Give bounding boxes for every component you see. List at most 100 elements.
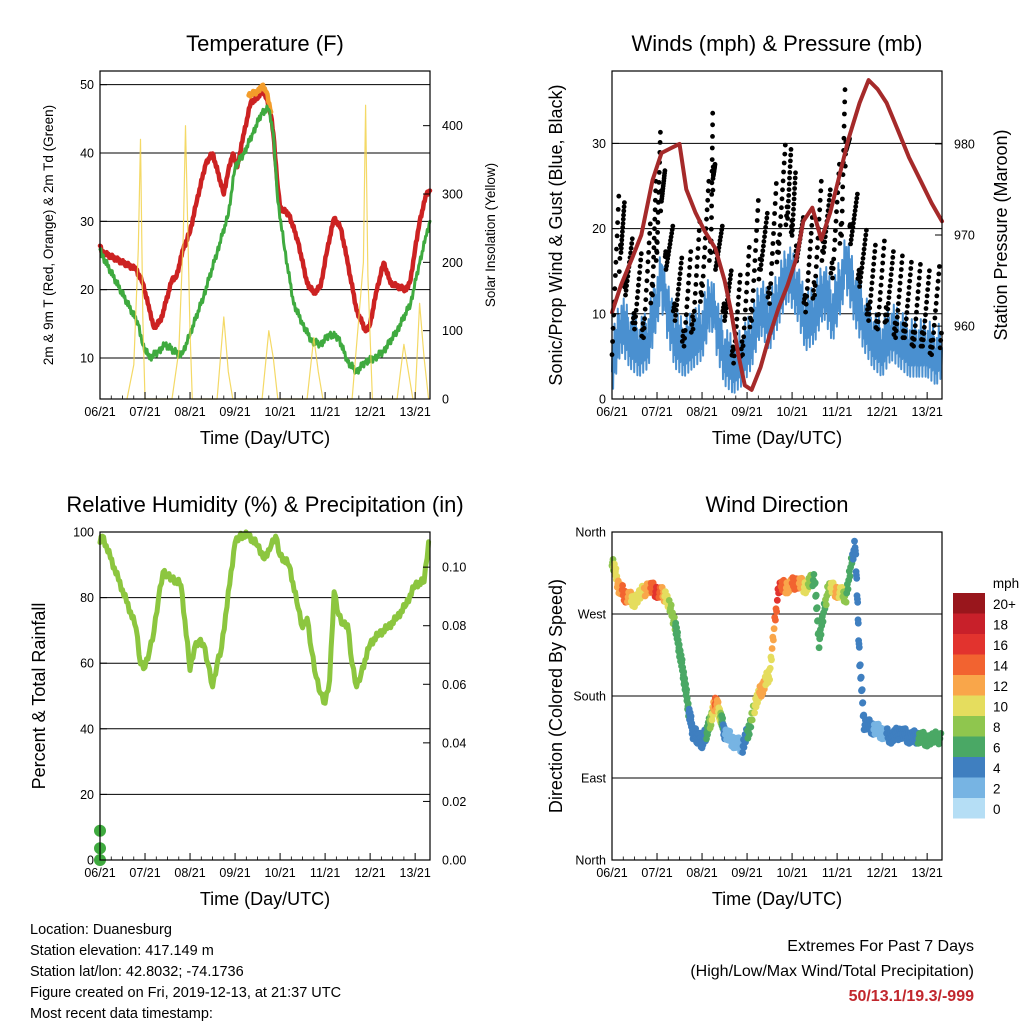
gust-point bbox=[787, 164, 793, 170]
gust-point bbox=[636, 282, 641, 288]
gust-point bbox=[889, 266, 895, 272]
x-tick-label: 09/21 bbox=[219, 866, 250, 880]
gust-point bbox=[792, 180, 798, 186]
gust-point bbox=[737, 272, 743, 278]
x-tick-label: 07/21 bbox=[641, 866, 672, 880]
y-tick-label: 0 bbox=[87, 854, 94, 868]
x-tick-label: 10/21 bbox=[776, 866, 807, 880]
gust-point bbox=[740, 343, 746, 349]
gust-point bbox=[934, 293, 940, 299]
direction-point bbox=[683, 686, 690, 693]
gust-point bbox=[773, 181, 779, 186]
gust-point bbox=[655, 220, 661, 225]
gust-point bbox=[851, 216, 857, 222]
gust-point bbox=[885, 306, 891, 312]
gust-point bbox=[754, 228, 759, 233]
gust-point bbox=[806, 270, 811, 276]
gust-point bbox=[613, 273, 618, 278]
gust-point bbox=[728, 268, 734, 274]
y-tick-label: 50 bbox=[80, 78, 94, 92]
2m-td-series bbox=[98, 104, 432, 375]
gust-point bbox=[862, 242, 868, 247]
gust-point bbox=[894, 321, 900, 327]
gust-point bbox=[621, 204, 627, 210]
x-tick-label: 09/21 bbox=[219, 405, 250, 419]
gust-point bbox=[701, 254, 707, 260]
gust-point bbox=[736, 287, 742, 293]
gust-point bbox=[898, 267, 904, 272]
gust-point bbox=[855, 191, 860, 197]
y2-axis-label: Station Pressure (Maroon) bbox=[991, 129, 1011, 340]
gust-point bbox=[893, 328, 899, 334]
gust-point bbox=[937, 264, 942, 269]
gust-point bbox=[881, 245, 887, 251]
gust-point bbox=[763, 220, 769, 226]
gust-point bbox=[875, 326, 880, 332]
gust-point bbox=[767, 301, 772, 306]
gust-point bbox=[817, 207, 823, 213]
gust-point bbox=[877, 297, 883, 303]
gust-point bbox=[842, 111, 847, 117]
gust-point bbox=[834, 209, 839, 215]
x-tick-label: 09/21 bbox=[731, 405, 762, 419]
gust-point bbox=[766, 285, 772, 291]
direction-point bbox=[768, 656, 775, 664]
gust-point bbox=[879, 275, 884, 281]
x-axis-label: Time (Day/UTC) bbox=[200, 889, 330, 909]
gust-point bbox=[907, 278, 913, 284]
gust-point bbox=[921, 331, 927, 336]
gust-point bbox=[773, 191, 779, 196]
gust-point bbox=[818, 178, 824, 184]
gust-point bbox=[808, 238, 814, 244]
gust-point bbox=[662, 168, 668, 174]
direction-point bbox=[745, 730, 753, 738]
x-tick-label: 12/21 bbox=[354, 866, 385, 880]
gust-point bbox=[852, 212, 857, 218]
gust-point bbox=[754, 218, 760, 223]
x-tick-label: 07/21 bbox=[129, 405, 160, 419]
gust-point bbox=[709, 215, 714, 221]
gust-point bbox=[837, 241, 843, 246]
x-tick-label: 11/21 bbox=[310, 405, 340, 419]
gust-point bbox=[708, 226, 714, 232]
gust-point bbox=[895, 308, 901, 313]
x-tick-label: 10/21 bbox=[776, 405, 807, 419]
gust-point bbox=[634, 301, 640, 307]
gust-point bbox=[620, 216, 626, 222]
gust-point bbox=[700, 273, 706, 279]
gust-point bbox=[857, 284, 862, 289]
y2-tick-label: 100 bbox=[442, 324, 463, 338]
gust-point bbox=[931, 330, 936, 336]
gust-point bbox=[636, 276, 642, 282]
gust-point bbox=[924, 293, 930, 299]
gust-point bbox=[690, 326, 696, 332]
gust-point bbox=[839, 208, 845, 214]
gust-point bbox=[893, 335, 898, 341]
y-tick-label: 20 bbox=[592, 222, 606, 236]
gust-point bbox=[658, 129, 663, 135]
legend-swatch bbox=[953, 716, 985, 737]
gust-point bbox=[707, 258, 712, 263]
gust-point bbox=[719, 227, 725, 233]
gust-point bbox=[779, 196, 785, 202]
gust-point bbox=[695, 246, 701, 252]
gust-point bbox=[849, 233, 855, 239]
gust-point bbox=[771, 231, 776, 236]
gust-point bbox=[619, 233, 625, 239]
gust-point bbox=[858, 274, 864, 280]
gust-point bbox=[701, 264, 707, 269]
gust-point bbox=[859, 265, 865, 271]
legend-swatch bbox=[953, 654, 985, 675]
gust-series bbox=[609, 87, 944, 366]
gust-point bbox=[792, 186, 797, 191]
gust-point bbox=[772, 211, 777, 216]
y-tick-label: 60 bbox=[80, 657, 94, 671]
x-tick-label: 12/21 bbox=[866, 405, 897, 419]
gust-point bbox=[842, 99, 848, 105]
gust-point bbox=[912, 330, 918, 335]
gust-point bbox=[741, 325, 747, 331]
y-tick-label: 40 bbox=[80, 147, 94, 161]
gust-point bbox=[638, 251, 644, 257]
recent-text: Most recent data timestamp: bbox=[30, 1006, 213, 1022]
gust-point bbox=[653, 258, 659, 263]
